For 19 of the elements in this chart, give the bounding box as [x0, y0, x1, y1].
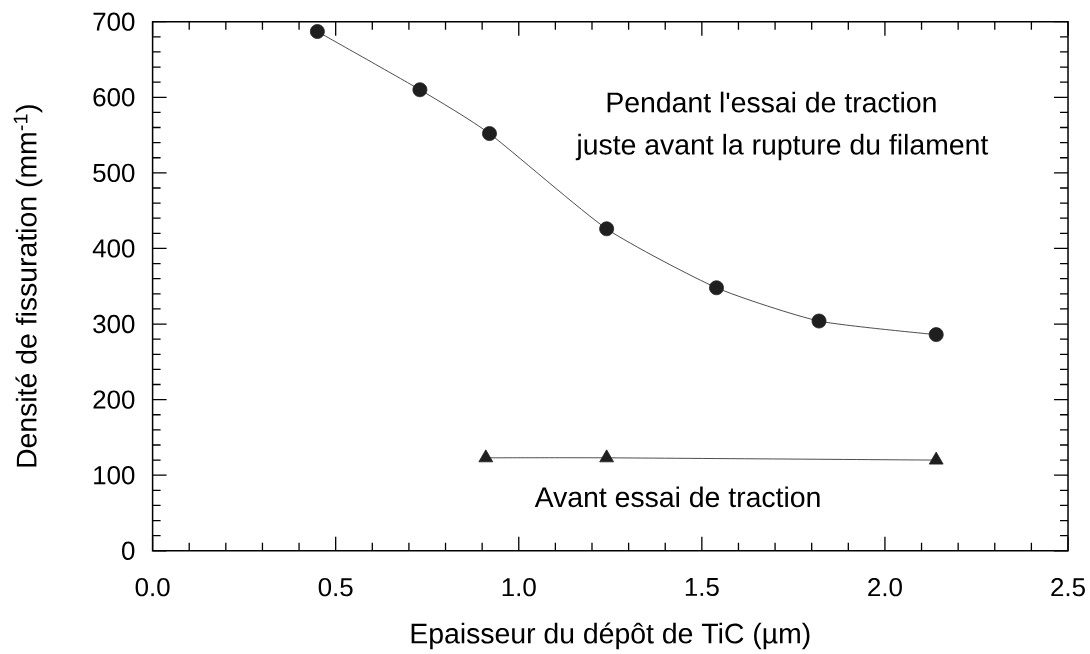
- annotation: juste avant la rupture du filament: [575, 133, 989, 161]
- x-tick-label: 2.5: [1051, 577, 1085, 597]
- x-tick-label: 1.0: [502, 577, 536, 597]
- y-tick-label: 600: [93, 88, 135, 107]
- y-tick-label: 700: [93, 12, 135, 31]
- y-tick-label: 400: [92, 239, 135, 258]
- x-axis-title: Epaisseur du dépôt de TiC (µm): [411, 622, 810, 650]
- y-axis-title: Densité de fissuration (mm$^{-1}$): [13, 105, 43, 467]
- x-tick-label: 2.0: [868, 577, 902, 597]
- y-tick-label: 100: [94, 466, 135, 485]
- x-tick-label: 0.5: [318, 577, 353, 597]
- annotation: Pendant l'essai de traction: [607, 91, 936, 113]
- y-tick-label: 300: [93, 314, 135, 334]
- y-tick-label: 500: [93, 163, 135, 183]
- y-tick-label: 200: [93, 390, 135, 409]
- x-tick-label: 0.0: [135, 577, 170, 597]
- y-tick-label: 0: [122, 541, 135, 560]
- annotation: Avant essai de traction: [534, 486, 820, 508]
- x-tick-label: 1.5: [685, 577, 719, 597]
